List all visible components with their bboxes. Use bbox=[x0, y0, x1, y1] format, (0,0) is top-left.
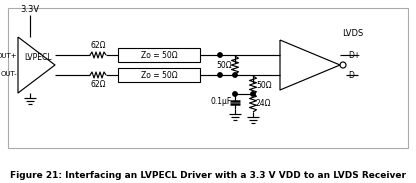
Text: 0.1μF: 0.1μF bbox=[211, 98, 232, 107]
Bar bbox=[118, 48, 200, 62]
Bar bbox=[118, 68, 200, 82]
Bar bbox=[8, 8, 408, 148]
Text: LVPECL: LVPECL bbox=[24, 53, 52, 62]
Text: OUT+: OUT+ bbox=[0, 53, 17, 59]
Circle shape bbox=[218, 53, 222, 57]
Circle shape bbox=[233, 92, 237, 96]
Text: D+: D+ bbox=[348, 51, 360, 61]
Text: Figure 21: Interfacing an LVPECL Driver with a 3.3 V VDD to an LVDS Receiver: Figure 21: Interfacing an LVPECL Driver … bbox=[10, 171, 406, 180]
Circle shape bbox=[218, 73, 222, 77]
Text: Zo = 50Ω: Zo = 50Ω bbox=[141, 51, 177, 59]
Text: Zo = 50Ω: Zo = 50Ω bbox=[141, 70, 177, 79]
Text: 50Ω: 50Ω bbox=[216, 61, 232, 70]
Text: 62Ω: 62Ω bbox=[90, 80, 106, 89]
Text: 50Ω: 50Ω bbox=[256, 81, 272, 91]
Text: LVDS: LVDS bbox=[342, 29, 363, 38]
Text: 24Ω: 24Ω bbox=[256, 98, 272, 107]
Text: OUT-: OUT- bbox=[0, 71, 17, 77]
Text: 3.3V: 3.3V bbox=[20, 5, 40, 14]
Circle shape bbox=[233, 73, 237, 77]
Circle shape bbox=[251, 92, 255, 96]
Text: 62Ω: 62Ω bbox=[90, 41, 106, 50]
Text: D-: D- bbox=[348, 72, 357, 81]
